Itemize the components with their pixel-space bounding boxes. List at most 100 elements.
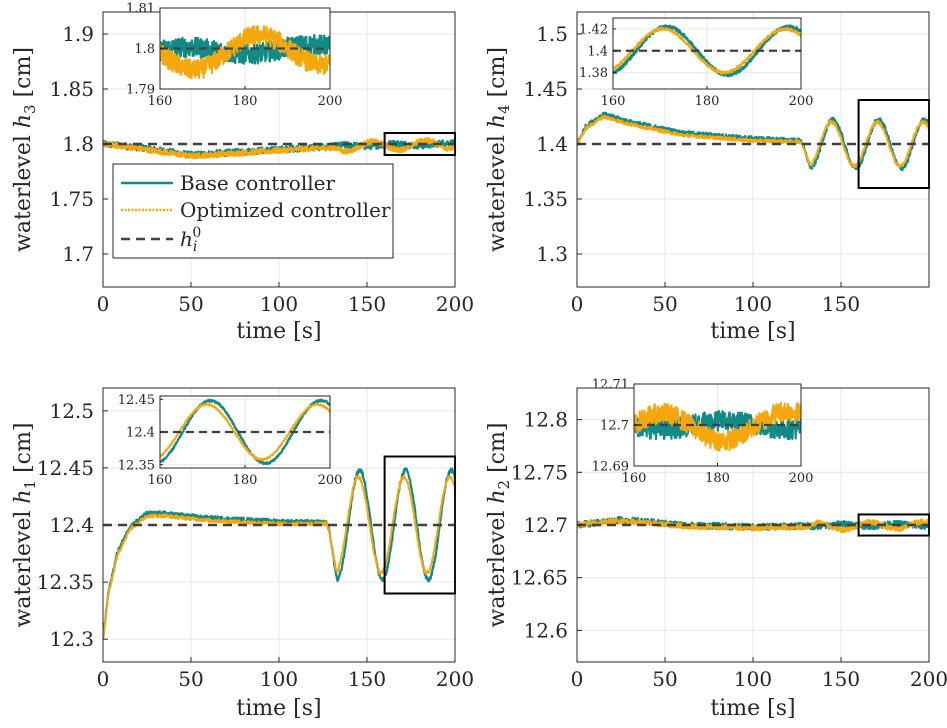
main-x-tick-label: 150 xyxy=(348,292,386,316)
main-x-tick-label: 150 xyxy=(822,667,860,691)
main-y-tick-label: 1.8 xyxy=(62,132,94,156)
main-y-tick-label: 1.4 xyxy=(536,132,568,156)
inset-y-tick-label: 1.79 xyxy=(126,83,155,98)
base-controller-line xyxy=(613,24,801,78)
inset-y-tick-label: 1.8 xyxy=(134,42,155,57)
inset-series-group xyxy=(160,24,330,80)
main-x-tick-label: 50 xyxy=(178,292,203,316)
optimized-controller-line xyxy=(160,24,330,80)
optimized-controller-line xyxy=(634,401,801,452)
inset-y-tick-label: 1.4 xyxy=(587,44,608,59)
optimized-controller-line xyxy=(613,26,801,75)
main-x-tick-label: 0 xyxy=(571,292,584,316)
legend-ref-label: hi0 xyxy=(180,225,201,255)
inset-x-tick-label: 180 xyxy=(233,473,258,488)
main-x-tick-label: 50 xyxy=(178,667,203,691)
series-group xyxy=(577,515,929,534)
optimized-controller-line xyxy=(577,114,929,169)
panel-h2: 0 50 100 150 200 12.6 12.65 12.7 12.75 12.8 time [… xyxy=(485,378,947,721)
main-y-tick-label: 1.5 xyxy=(536,22,568,46)
inset-series-group xyxy=(613,24,801,78)
series-group xyxy=(103,137,455,160)
optimized-controller-line xyxy=(160,402,330,462)
main-y-tick-label: 12.4 xyxy=(49,513,94,537)
main-x-tick-label: 50 xyxy=(652,292,677,316)
main-y-tick-label: 12.75 xyxy=(511,460,568,484)
inset-h1: 160 180 200 12.35 12.4 12.45 xyxy=(118,393,343,488)
inset-x-tick-label: 180 xyxy=(233,94,258,109)
optimized-controller-line xyxy=(103,474,455,640)
main-y-tick-label: 1.85 xyxy=(49,77,94,101)
inset-h4: 160 180 200 1.38 1.4 1.42 xyxy=(579,17,814,109)
main-x-tick-label: 100 xyxy=(260,667,298,691)
inset-y-tick-label: 12.4 xyxy=(126,426,155,441)
inset-y-tick-label: 12.69 xyxy=(592,460,629,475)
main-y-tick-label: 1.45 xyxy=(523,77,568,101)
inset-x-tick-label: 180 xyxy=(695,94,720,109)
main-x-tick-label: 150 xyxy=(822,292,860,316)
inset-y-tick-label: 12.71 xyxy=(592,378,629,393)
inset-y-tick-label: 1.81 xyxy=(126,2,155,17)
inset-series-group xyxy=(160,398,330,466)
main-y-tick-label: 12.5 xyxy=(49,399,94,423)
y-axis-label: waterlevel h1 [cm] xyxy=(11,423,39,628)
main-y-tick-label: 12.45 xyxy=(37,456,94,480)
main-x-tick-label: 100 xyxy=(734,292,772,316)
inset-x-tick-label: 200 xyxy=(789,94,814,109)
y-axis-label: waterlevel h3 [cm] xyxy=(11,47,39,252)
main-x-tick-label: 200 xyxy=(910,667,947,691)
inset-x-tick-label: 180 xyxy=(705,471,730,486)
inset-x-tick-label: 160 xyxy=(601,94,626,109)
inset-x-tick-label: 160 xyxy=(148,473,173,488)
inset-x-tick-label: 160 xyxy=(148,94,173,109)
legend-opt-label: Optimized controller xyxy=(180,198,391,222)
main-y-tick-label: 1.9 xyxy=(62,22,94,46)
main-y-tick-label: 1.3 xyxy=(536,242,568,266)
inset-x-tick-label: 200 xyxy=(789,471,814,486)
main-x-tick-label: 200 xyxy=(436,292,474,316)
main-y-tick-label: 12.35 xyxy=(37,570,94,594)
inset-y-tick-label: 12.35 xyxy=(118,458,155,473)
base-controller-line xyxy=(634,409,801,441)
main-x-tick-label: 0 xyxy=(97,292,110,316)
x-axis-label: time [s] xyxy=(710,319,795,344)
inset-series-group xyxy=(634,401,801,452)
x-axis-label: time [s] xyxy=(236,319,321,344)
main-y-tick-label: 12.65 xyxy=(511,566,568,590)
inset-x-tick-label: 200 xyxy=(318,94,343,109)
inset-x-tick-label: 160 xyxy=(622,471,647,486)
main-y-tick-label: 12.8 xyxy=(523,408,568,432)
y-axis-label: waterlevel h2 [cm] xyxy=(485,423,513,628)
main-x-tick-label: 200 xyxy=(436,667,474,691)
optimized-controller-line xyxy=(577,517,929,534)
main-y-tick-label: 12.6 xyxy=(523,618,568,642)
main-y-tick-label: 1.7 xyxy=(62,242,94,266)
inset-x-tick-label: 200 xyxy=(318,473,343,488)
main-y-tick-label: 1.75 xyxy=(49,187,94,211)
y-axis-label: waterlevel h4 [cm] xyxy=(485,47,513,252)
main-x-tick-label: 100 xyxy=(734,667,772,691)
x-axis-label: time [s] xyxy=(710,696,795,721)
legend: Base controller Optimized controller hi0 xyxy=(112,163,394,259)
panel-h4: 0 50 100 150 1.3 1.35 1.4 1.45 1.5 time [s] waterl… xyxy=(485,11,930,344)
main-x-tick-label: 0 xyxy=(97,667,110,691)
main-x-tick-label: 100 xyxy=(260,292,298,316)
optimized-controller-line xyxy=(103,137,455,160)
inset-y-tick-label: 1.38 xyxy=(579,66,608,81)
x-axis-label: time [s] xyxy=(236,696,321,721)
inset-y-tick-label: 12.7 xyxy=(600,419,629,434)
inset-y-tick-label: 1.42 xyxy=(579,22,608,37)
series-group xyxy=(103,467,455,640)
inset-y-tick-label: 12.45 xyxy=(118,393,155,408)
base-controller-line xyxy=(160,398,330,466)
main-x-tick-label: 150 xyxy=(348,667,386,691)
legend-base-label: Base controller xyxy=(180,171,335,195)
panel-h1: 0 50 100 150 200 12.3 12.35 12.4 12.45 12.5 time [… xyxy=(11,387,474,721)
main-y-tick-label: 12.7 xyxy=(523,513,568,537)
main-x-tick-label: 0 xyxy=(571,667,584,691)
inset-h2: 160 180 200 12.69 12.7 12.71 xyxy=(592,378,814,486)
panel-h3: 0 50 100 150 200 1.7 1.75 1.8 1.85 1.9 time [s] wat… xyxy=(11,2,474,344)
main-x-tick-label: 50 xyxy=(652,667,677,691)
main-y-tick-label: 12.3 xyxy=(49,627,94,651)
